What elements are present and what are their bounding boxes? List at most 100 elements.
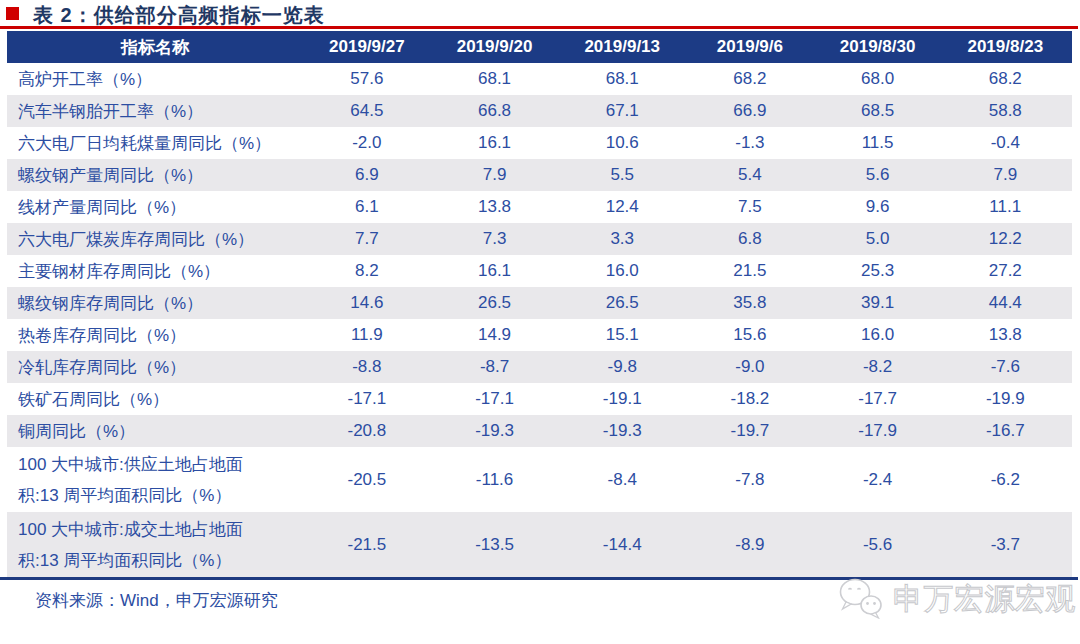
value-cell: -17.7 (814, 389, 942, 409)
value-cell: 14.6 (303, 293, 431, 313)
table-row: 铜周同比（%）-20.8-19.3-19.3-19.7-17.9-16.7 (7, 415, 1072, 447)
value-cell: -20.8 (303, 421, 431, 441)
value-cell: -19.9 (941, 389, 1069, 409)
value-cell: 16.1 (431, 133, 559, 153)
indicator-label: 主要钢材库存周同比（%） (7, 256, 303, 287)
value-cell: -8.2 (814, 357, 942, 377)
value-cell: -2.0 (303, 133, 431, 153)
indicator-label: 铁矿石周同比（%） (7, 384, 303, 415)
value-cell: 5.4 (686, 165, 814, 185)
value-cell: 39.1 (814, 293, 942, 313)
value-cell: 13.8 (431, 197, 559, 217)
indicator-label: 线材产量周同比（%） (7, 192, 303, 223)
value-cell: 68.0 (814, 69, 942, 89)
value-cell: -17.1 (303, 389, 431, 409)
value-cell: 12.4 (558, 197, 686, 217)
header-date: 2019/9/20 (431, 37, 559, 57)
value-cell: -18.2 (686, 389, 814, 409)
value-cell: 68.5 (814, 101, 942, 121)
indicator-label: 热卷库存周同比（%） (7, 320, 303, 351)
watermark-text: 申万宏源宏观 (893, 579, 1076, 620)
value-cell: 7.3 (431, 229, 559, 249)
value-cell: -17.1 (431, 389, 559, 409)
value-cell: -7.6 (941, 357, 1069, 377)
table-row: 冷轧库存周同比（%）-8.8-8.7-9.8-9.0-8.2-7.6 (7, 351, 1072, 383)
value-cell: 5.5 (558, 165, 686, 185)
value-cell: 16.0 (814, 325, 942, 345)
table-header-row: 指标名称2019/9/272019/9/202019/9/132019/9/62… (7, 31, 1072, 63)
value-cell: 6.9 (303, 165, 431, 185)
indicator-label: 螺纹钢产量周同比（%） (7, 160, 303, 191)
value-cell: 21.5 (686, 261, 814, 281)
value-cell: 58.8 (941, 101, 1069, 121)
header-date: 2019/9/27 (303, 37, 431, 57)
value-cell: -9.0 (686, 357, 814, 377)
value-cell: 11.1 (941, 197, 1069, 217)
table-row: 高炉开工率（%）57.668.168.168.268.068.2 (7, 63, 1072, 95)
value-cell: 44.4 (941, 293, 1069, 313)
value-cell: -19.3 (431, 421, 559, 441)
value-cell: 57.6 (303, 69, 431, 89)
value-cell: -17.9 (814, 421, 942, 441)
value-cell: -20.5 (303, 470, 431, 490)
indicator-label: 冷轧库存周同比（%） (7, 352, 303, 383)
value-cell: 7.5 (686, 197, 814, 217)
value-cell: 68.1 (431, 69, 559, 89)
title-underline (0, 26, 1078, 29)
value-cell: -1.3 (686, 133, 814, 153)
value-cell: -21.5 (303, 535, 431, 555)
value-cell: 26.5 (431, 293, 559, 313)
table-row: 线材产量周同比（%）6.113.812.47.59.611.1 (7, 191, 1072, 223)
value-cell: 3.3 (558, 229, 686, 249)
indicator-label: 100 大中城市:供应土地占地面 积:13 周平均面积同比（%） (7, 449, 303, 511)
value-cell: -5.6 (814, 535, 942, 555)
table-row: 100 大中城市:成交土地占地面 积:13 周平均面积同比（%）-21.5-13… (7, 512, 1072, 577)
value-cell: 15.6 (686, 325, 814, 345)
value-cell: 5.0 (814, 229, 942, 249)
value-cell: 67.1 (558, 101, 686, 121)
value-cell: 6.8 (686, 229, 814, 249)
indicator-label: 100 大中城市:成交土地占地面 积:13 周平均面积同比（%） (7, 514, 303, 576)
table-row: 汽车半钢胎开工率（%）64.566.867.166.968.558.8 (7, 95, 1072, 127)
value-cell: -8.9 (686, 535, 814, 555)
indicator-label: 六大电厂日均耗煤量周同比（%） (7, 128, 303, 159)
value-cell: -11.6 (431, 470, 559, 490)
indicator-label: 螺纹钢库存周同比（%） (7, 288, 303, 319)
value-cell: 7.9 (941, 165, 1069, 185)
value-cell: -0.4 (941, 133, 1069, 153)
indicator-label: 高炉开工率（%） (7, 64, 303, 95)
value-cell: 11.9 (303, 325, 431, 345)
value-cell: 5.6 (814, 165, 942, 185)
source-note: 资料来源：Wind，申万宏源研究 (35, 589, 278, 612)
value-cell: 7.7 (303, 229, 431, 249)
table-row: 螺纹钢库存周同比（%）14.626.526.535.839.144.4 (7, 287, 1072, 319)
table-row: 六大电厂日均耗煤量周同比（%）-2.016.110.6-1.311.5-0.4 (7, 127, 1072, 159)
value-cell: -14.4 (558, 535, 686, 555)
table-row: 主要钢材库存周同比（%）8.216.116.021.525.327.2 (7, 255, 1072, 287)
value-cell: -9.8 (558, 357, 686, 377)
header-date: 2019/9/6 (686, 37, 814, 57)
value-cell: 8.2 (303, 261, 431, 281)
value-cell: 15.1 (558, 325, 686, 345)
header-indicator-name: 指标名称 (7, 32, 303, 63)
header-date: 2019/8/23 (941, 37, 1069, 57)
value-cell: 68.2 (686, 69, 814, 89)
title-bullet-square (6, 7, 19, 20)
value-cell: -16.7 (941, 421, 1069, 441)
value-cell: -7.8 (686, 470, 814, 490)
table-body: 高炉开工率（%）57.668.168.168.268.068.2汽车半钢胎开工率… (7, 63, 1072, 577)
value-cell: -19.3 (558, 421, 686, 441)
table-title: 表 2：供给部分高频指标一览表 (33, 4, 325, 26)
table-row: 热卷库存周同比（%）11.914.915.115.616.013.8 (7, 319, 1072, 351)
table-row: 铁矿石周同比（%）-17.1-17.1-19.1-18.2-17.7-19.9 (7, 383, 1072, 415)
value-cell: -6.2 (941, 470, 1069, 490)
value-cell: 66.9 (686, 101, 814, 121)
value-cell: 7.9 (431, 165, 559, 185)
value-cell: -13.5 (431, 535, 559, 555)
value-cell: -8.7 (431, 357, 559, 377)
indicator-label: 铜周同比（%） (7, 416, 303, 447)
value-cell: -8.4 (558, 470, 686, 490)
table-row: 六大电厂煤炭库存周同比（%）7.77.33.36.85.012.2 (7, 223, 1072, 255)
value-cell: 68.1 (558, 69, 686, 89)
value-cell: 13.8 (941, 325, 1069, 345)
